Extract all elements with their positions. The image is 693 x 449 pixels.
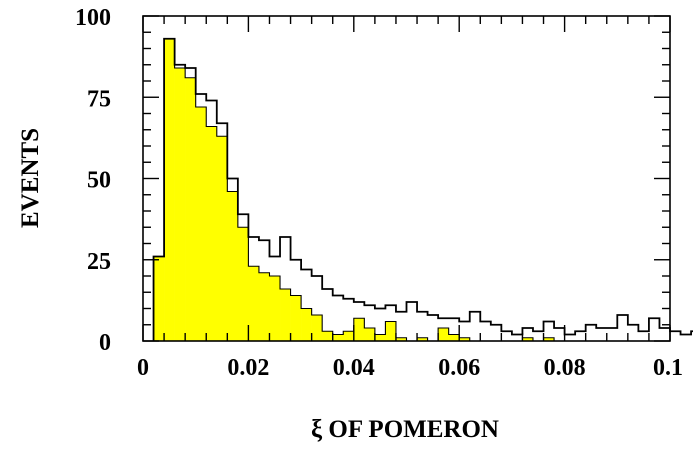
filled-bar: [522, 337, 534, 341]
filled-bar: [364, 328, 376, 341]
x-tick-label: 0.06: [438, 355, 480, 381]
filled-bar: [164, 38, 175, 341]
filled-bar: [543, 337, 555, 341]
x-tick-labels: 0 0.02 0.04 0.06 0.08 0.1: [137, 355, 683, 381]
filled-bar: [343, 331, 355, 341]
outline-histogram: [152, 37, 693, 341]
filled-bar: [332, 334, 344, 341]
filled-bar: [322, 331, 334, 341]
filled-bar: [206, 126, 218, 341]
y-tick-label: 50: [87, 168, 111, 194]
filled-bar: [185, 77, 196, 341]
filled-bar: [237, 227, 249, 341]
x-axis-label: ξ OF POMERON: [311, 416, 499, 443]
x-tick-label: 0.04: [333, 355, 375, 381]
filled-bar: [438, 328, 449, 341]
x-tick-label: 0: [137, 355, 149, 381]
filled-bar: [417, 337, 428, 341]
y-tick-label: 100: [75, 5, 111, 31]
filled-bar: [174, 68, 186, 341]
y-tick-label: 25: [87, 249, 111, 275]
filled-bar: [227, 191, 239, 341]
filled-bar: [395, 337, 407, 341]
filled-histogram: [152, 38, 660, 342]
x-tick-label: 0.1: [653, 355, 683, 381]
filled-bar: [385, 321, 397, 341]
filled-bar: [290, 295, 302, 341]
filled-bar: [258, 272, 270, 341]
x-tick-label: 0.08: [544, 355, 586, 381]
y-tick-label: 75: [87, 86, 111, 112]
filled-bar: [248, 266, 260, 341]
filled-bar: [153, 256, 165, 341]
filled-bar: [448, 334, 460, 341]
filled-bar: [311, 315, 323, 341]
filled-bar: [195, 107, 207, 341]
outline-series: [152, 37, 693, 341]
filled-bar: [216, 136, 228, 341]
filled-bar: [301, 308, 312, 341]
filled-bar: [374, 334, 386, 341]
filled-bar: [280, 289, 291, 341]
filled-bar: [459, 337, 471, 341]
y-axis-label: EVENTS: [17, 128, 44, 228]
axis-ticks: [142, 15, 671, 342]
filled-bar: [353, 318, 365, 341]
y-tick-labels: 0 25 50 75 100: [75, 5, 111, 356]
x-tick-label: 0.02: [227, 355, 269, 381]
filled-bar: [269, 276, 281, 341]
y-tick-label: 0: [99, 330, 111, 356]
